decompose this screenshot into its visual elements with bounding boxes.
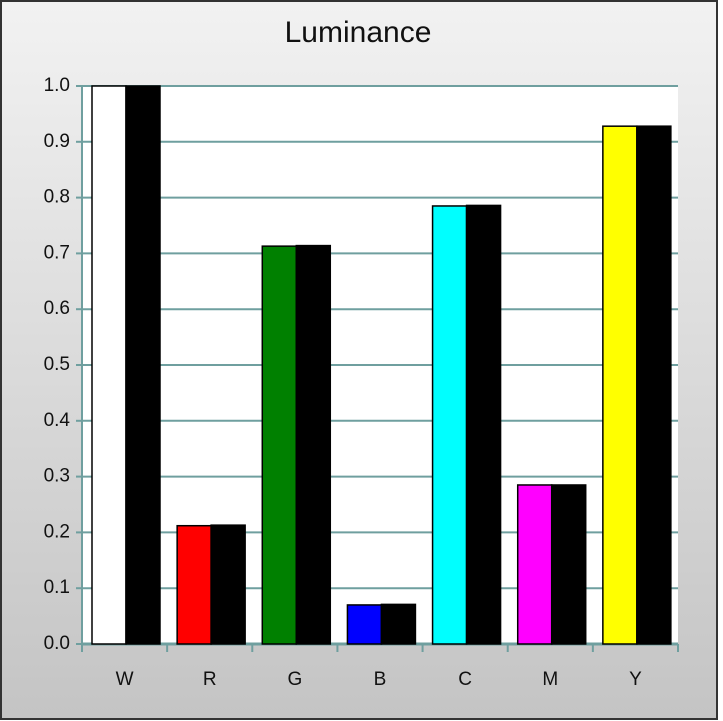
- y-tick-label: 0.7: [44, 242, 70, 263]
- y-tick-label: 0.2: [44, 521, 70, 542]
- y-tick-label: 0.0: [44, 633, 70, 654]
- x-tick-label: G: [287, 669, 302, 690]
- x-tick-label: Y: [629, 669, 642, 690]
- y-tick-label: 0.6: [44, 298, 70, 319]
- y-tick-label: 0.5: [44, 354, 70, 375]
- x-tick-label: B: [374, 669, 387, 690]
- x-tick-label: C: [458, 669, 472, 690]
- x-tick-label: W: [116, 669, 134, 690]
- y-tick-label: 0.1: [44, 577, 70, 598]
- bar: [602, 125, 638, 645]
- bar: [636, 125, 672, 645]
- x-tick-label: R: [203, 669, 217, 690]
- bar: [550, 484, 587, 645]
- x-tick-label: M: [542, 669, 558, 690]
- bar: [516, 484, 553, 645]
- y-tick-label: 1.0: [44, 75, 70, 96]
- bar: [431, 205, 468, 645]
- bar: [91, 85, 127, 645]
- chart-title: Luminance: [285, 16, 432, 49]
- bar: [176, 524, 212, 645]
- bar: [210, 524, 246, 645]
- y-tick-label: 0.4: [44, 410, 71, 431]
- y-tick-label: 0.8: [44, 187, 70, 208]
- y-tick-label: 0.3: [44, 466, 70, 487]
- bar: [346, 604, 383, 645]
- bar: [465, 204, 502, 645]
- bar: [295, 244, 332, 645]
- bar: [261, 245, 298, 645]
- bar: [125, 85, 161, 645]
- y-tick-label: 0.9: [44, 131, 70, 152]
- bar: [380, 603, 417, 645]
